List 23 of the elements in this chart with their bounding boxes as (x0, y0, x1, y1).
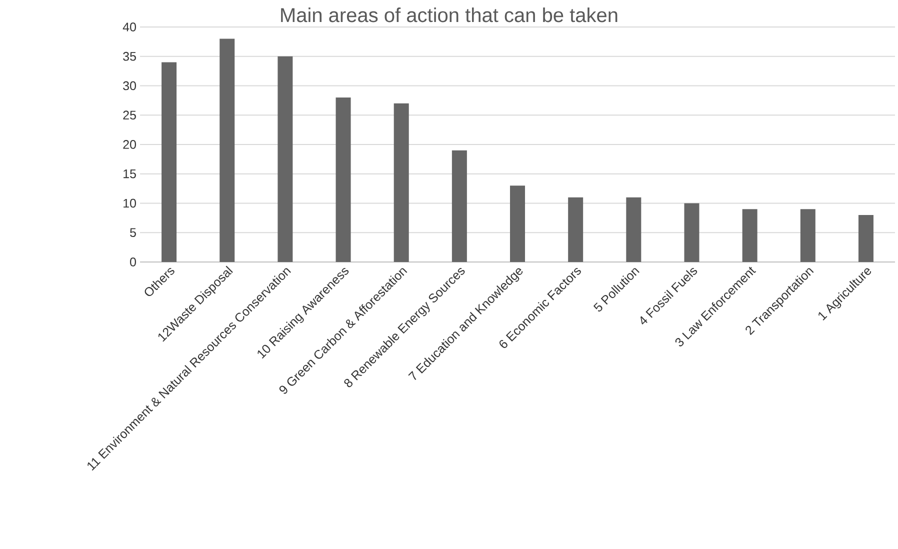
bar (162, 62, 177, 262)
bar (800, 209, 816, 262)
bar (742, 209, 758, 262)
y-tick-label: 25 (123, 110, 136, 120)
bar (336, 97, 351, 262)
bar (568, 197, 584, 262)
y-tick-label: 0 (130, 258, 136, 266)
y-tick-label: 15 (124, 170, 136, 178)
y-tick-label: 40 (122, 22, 136, 32)
bar (684, 203, 700, 262)
y-tick-label: 10 (124, 198, 136, 208)
bar (278, 56, 293, 262)
bar (858, 214, 874, 262)
chart-title: Main areas of action that can be taken (281, 8, 618, 22)
bar (394, 103, 409, 262)
y-tick-label: 5 (130, 228, 136, 237)
y-tick-label: 30 (123, 81, 136, 90)
bar (626, 197, 642, 262)
bar (510, 186, 526, 262)
bar (220, 38, 235, 262)
y-tick-label: 20 (123, 140, 136, 149)
bar (452, 150, 467, 262)
y-tick-label: 35 (123, 52, 136, 61)
